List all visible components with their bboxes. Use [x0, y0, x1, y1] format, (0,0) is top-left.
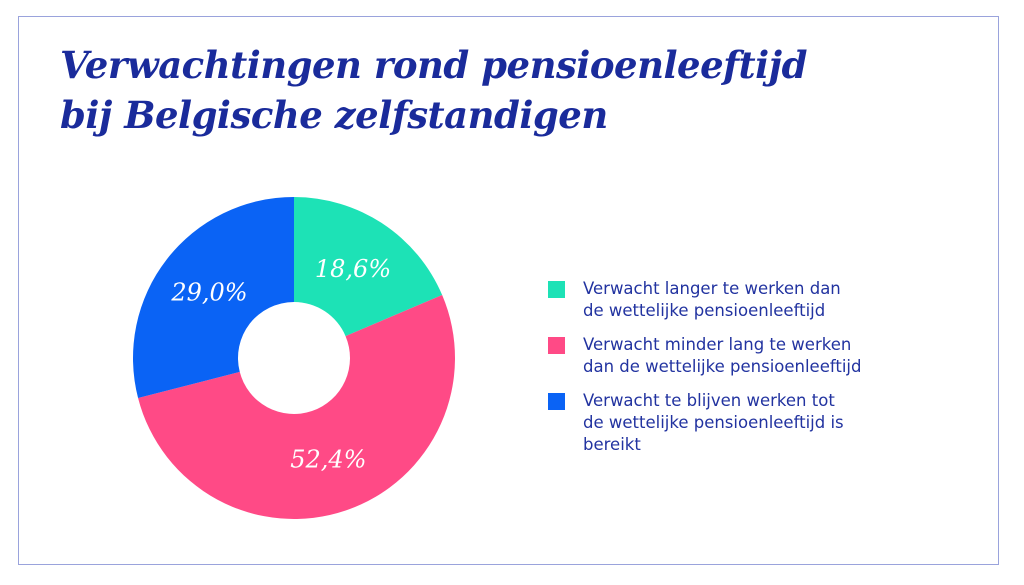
- title-line-2: bij Belgische zelfstandigen: [60, 93, 608, 137]
- legend-label-1: Verwacht minder lang te werken dan de wet…: [583, 334, 862, 378]
- legend-item-0: Verwacht langer te werken dan de wettelij…: [548, 278, 862, 322]
- chart-title: Verwachtingen rond pensioenleeftijd bij …: [60, 40, 807, 140]
- donut-slice-0: [294, 197, 443, 337]
- legend-item-1: Verwacht minder lang te werken dan de wet…: [548, 334, 862, 378]
- legend-item-2: Verwacht te blijven werken tot de wetteli…: [548, 390, 862, 456]
- title-line-1: Verwachtingen rond pensioenleeftijd: [60, 43, 807, 87]
- legend-label-line: Verwacht langer te werken dan: [583, 279, 841, 298]
- donut-slice-2: [132, 197, 294, 399]
- slice-data-label-2: 29,0%: [170, 278, 247, 306]
- legend-label-line: de wettelijke pensioenleeftijd: [583, 301, 826, 320]
- legend-label-0: Verwacht langer te werken dan de wettelij…: [583, 278, 841, 322]
- legend-swatch-2: [548, 393, 565, 410]
- slice-data-label-0: 18,6%: [315, 255, 391, 283]
- slice-data-label-1: 52,4%: [290, 445, 366, 473]
- legend-label-line: dan de wettelijke pensioenleeftijd: [583, 357, 862, 376]
- legend-swatch-0: [548, 281, 565, 298]
- legend-label-line: bereikt: [583, 435, 641, 454]
- legend-label-2: Verwacht te blijven werken tot de wetteli…: [583, 390, 844, 456]
- legend: Verwacht langer te werken dan de wettelij…: [548, 278, 862, 468]
- legend-swatch-1: [548, 337, 565, 354]
- legend-label-line: Verwacht minder lang te werken: [583, 335, 852, 354]
- chart-frame: [18, 16, 999, 565]
- legend-label-line: de wettelijke pensioenleeftijd is: [583, 413, 844, 432]
- legend-label-line: Verwacht te blijven werken tot: [583, 391, 835, 410]
- donut-slice-1: [138, 294, 455, 519]
